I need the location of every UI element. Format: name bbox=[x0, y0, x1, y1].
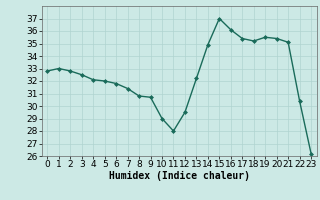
X-axis label: Humidex (Indice chaleur): Humidex (Indice chaleur) bbox=[109, 171, 250, 181]
